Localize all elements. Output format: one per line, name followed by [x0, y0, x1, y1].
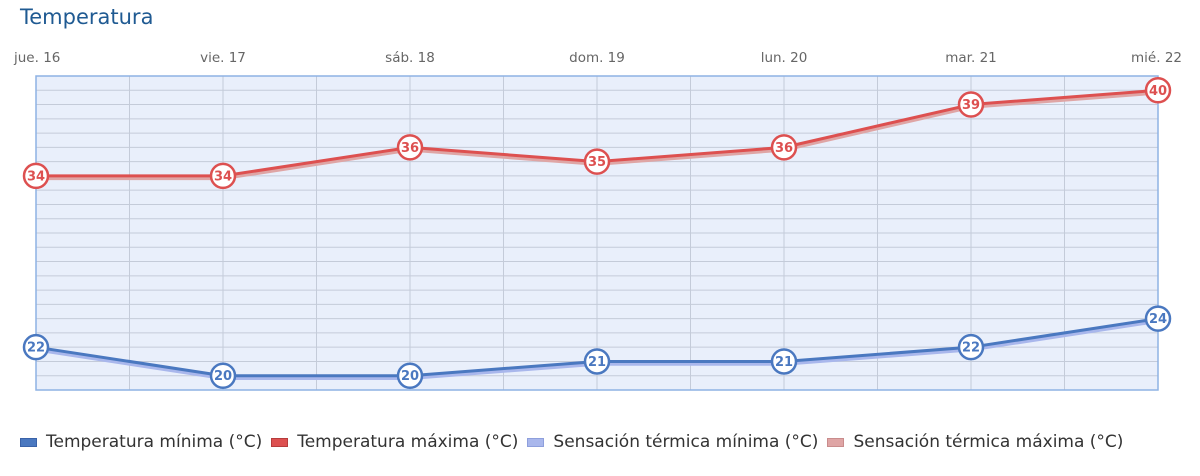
x-tick-label: mié. 22: [1131, 50, 1182, 66]
data-point-marker: [583, 148, 611, 175]
legend-swatch-temp-min: [20, 437, 37, 447]
data-label: 34: [27, 169, 45, 184]
data-label: 22: [962, 341, 980, 356]
data-point-marker: [770, 134, 798, 161]
data-label: 40: [1149, 84, 1167, 99]
x-tick-label: jue. 16: [13, 50, 60, 66]
x-tick-label: lun. 20: [761, 50, 808, 66]
data-label: 24: [1149, 312, 1167, 327]
data-label: 21: [588, 355, 606, 370]
data-point-marker: [209, 362, 237, 389]
data-point-marker: [22, 333, 50, 361]
data-point-marker: [770, 348, 798, 375]
x-tick-label: mar. 21: [945, 50, 997, 66]
x-tick-label: sáb. 18: [385, 50, 435, 66]
chart-legend: Temperatura mínima (°C) Temperatura máxi…: [20, 432, 1132, 452]
data-label: 22: [27, 341, 45, 356]
legend-label-temp-max: Temperatura máxima (°C): [297, 432, 519, 452]
data-point-marker: [583, 348, 611, 375]
x-tick-label: vie. 17: [200, 50, 246, 66]
data-point-marker: [957, 91, 985, 118]
data-point-marker: [209, 162, 237, 190]
data-label: 20: [214, 369, 232, 384]
legend-label-temp-min: Temperatura mínima (°C): [46, 432, 263, 452]
legend-item-feels-max[interactable]: Sensación térmica máxima (°C): [827, 432, 1123, 452]
data-label: 39: [962, 98, 980, 113]
legend-label-feels-max: Sensación térmica máxima (°C): [853, 432, 1124, 452]
legend-item-temp-max[interactable]: Temperatura máxima (°C): [271, 432, 518, 452]
data-label: 21: [775, 355, 793, 370]
data-label: 20: [401, 369, 419, 384]
data-label: 35: [588, 155, 606, 170]
legend-item-feels-min[interactable]: Sensación térmica mínima (°C): [527, 432, 818, 452]
legend-label-feels-min: Sensación térmica mínima (°C): [553, 432, 819, 452]
legend-swatch-feels-min: [527, 437, 545, 447]
data-label: 34: [214, 169, 232, 184]
data-point-marker: [396, 362, 424, 389]
data-point-marker: [22, 162, 50, 190]
data-label: 36: [775, 141, 793, 156]
x-tick-label: dom. 19: [569, 50, 625, 66]
chart-title: Temperatura: [20, 5, 154, 29]
legend-swatch-temp-max: [271, 437, 289, 447]
data-point-marker: [957, 333, 985, 361]
data-point-marker: [1144, 305, 1172, 332]
plot-border: [35, 75, 1159, 391]
data-point-marker: [396, 134, 424, 161]
legend-swatch-feels-max: [827, 437, 845, 447]
data-label: 36: [401, 141, 419, 156]
legend-item-temp-min[interactable]: Temperatura mínima (°C): [20, 432, 262, 452]
data-point-marker: [1144, 77, 1172, 104]
